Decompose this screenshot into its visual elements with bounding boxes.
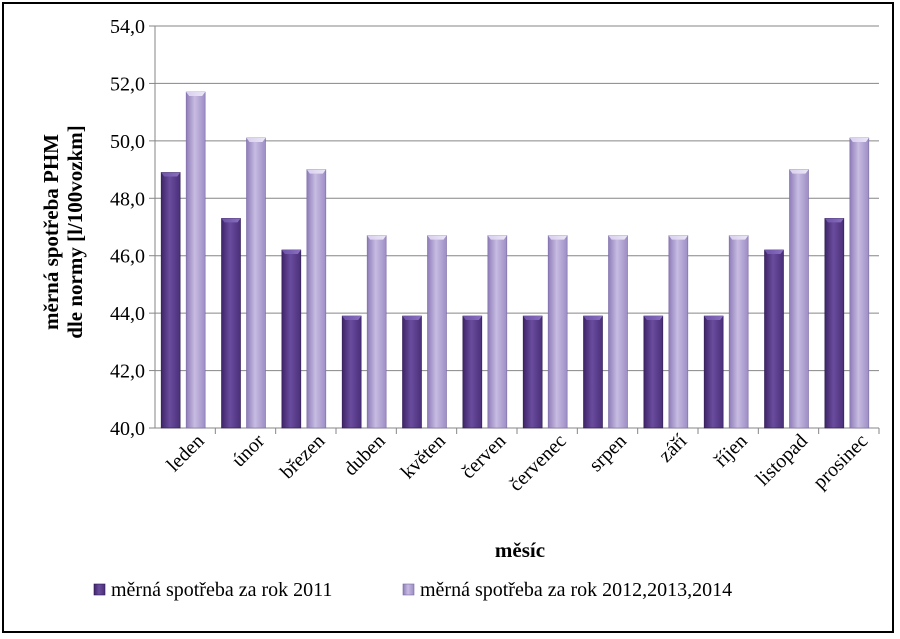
bar-series-2012-2014 [246,137,266,429]
bar-series-2012-2014 [185,91,206,429]
bar-series-2011 [341,315,362,429]
x-tick-label: prosinec [809,430,873,494]
bar-top-cap [523,316,543,321]
bar-series-2011 [583,315,603,429]
y-tick-label: 42,0 [110,361,145,383]
x-tick-label: listopad [752,430,812,490]
bar-top-cap [221,218,241,223]
bar-series-2012-2014 [547,235,568,429]
bar-top-cap [704,316,724,321]
bar-top-cap [306,169,326,174]
legend-label: měrná spotřeba za rok 2011 [111,579,332,601]
bar-series-2011 [160,172,181,429]
bar-top-cap [487,235,507,240]
y-axis-title-line-1: měrná spotřeba PHM [39,134,63,330]
bar-top-cap [668,235,688,240]
bar-top-cap [764,249,784,254]
bar-series-2012-2014 [728,235,749,429]
bar-top-cap [643,316,663,321]
y-tick-label: 48,0 [110,188,145,210]
bar-series-2011 [462,315,483,429]
bar-top-cap [608,235,628,240]
y-tick-label: 52,0 [110,73,145,95]
y-tick-label: 44,0 [110,303,145,325]
x-tick-label: březen [276,430,329,483]
bar-top-cap [427,235,447,240]
x-axis-title: měsíc [495,538,545,562]
bar-top-cap [186,92,206,97]
bar-top-cap [281,249,301,254]
bar-top-cap [789,169,809,174]
x-tick-label: září [655,430,692,467]
bar-series-2011 [643,315,664,429]
y-tick-label: 54,0 [110,16,145,38]
bar-top-cap [462,316,482,321]
x-tick-label: červenec [505,430,571,496]
x-tick-label: leden [163,430,209,476]
y-tick-label: 40,0 [110,418,145,440]
bar-series-2011 [703,315,724,429]
bar-series-2012-2014 [427,235,447,429]
bar-top-cap [849,137,869,142]
bar-series-2012-2014 [789,169,809,429]
bar-top-cap [583,316,603,321]
bar-series-2012-2014 [306,169,327,429]
bar-series-2011 [824,218,845,429]
bar-top-cap [342,316,362,321]
x-tick-label: únor [228,430,270,472]
bar-series-2011 [221,218,241,429]
bar-series-2011 [522,315,543,429]
bar-chart: 40,0 42,0 44,0 46,0 48,0 50,0 52,0 54,0 leden úno… [39,16,880,601]
bar-top-cap [367,235,387,240]
bar-series-2012-2014 [668,235,689,429]
y-axis-title-line-2: dle normy [l/100vozkm] [63,125,87,338]
legend-marker [93,583,106,596]
bar-series-2011 [764,249,784,429]
legend-marker [402,583,415,596]
x-tick-label: červen [457,430,510,483]
bar-series-2012-2014 [608,235,628,429]
bar-top-cap [729,235,749,240]
bar-series-2012-2014 [487,235,508,429]
y-tick-label: 50,0 [110,131,145,153]
x-tick-label: říjen [710,430,751,471]
bar-top-cap [246,137,266,142]
chart-frame: 40,0 42,0 44,0 46,0 48,0 50,0 52,0 54,0 leden úno… [2,2,894,633]
bar-top-cap [161,172,181,177]
x-tick-label: duben [340,430,390,480]
legend-label: měrná spotřeba za rok 2012,2013,2014 [420,579,732,601]
bar-series-2012-2014 [849,137,870,429]
y-tick-label: 46,0 [110,246,145,268]
bar-top-cap [548,235,568,240]
bar-series-2011 [402,315,422,429]
bar-top-cap [402,316,422,321]
bar-series-2012-2014 [366,235,387,429]
bar-series-2011 [281,249,302,429]
bar-top-cap [824,218,844,223]
y-axis-title: měrná spotřeba PHM dle normy [l/100vozkm… [39,125,87,338]
x-tick-label: srpen [585,430,631,476]
x-tick-label: květen [397,430,450,483]
legend: měrná spotřeba za rok 2011 měrná spotřeba… [93,579,732,601]
